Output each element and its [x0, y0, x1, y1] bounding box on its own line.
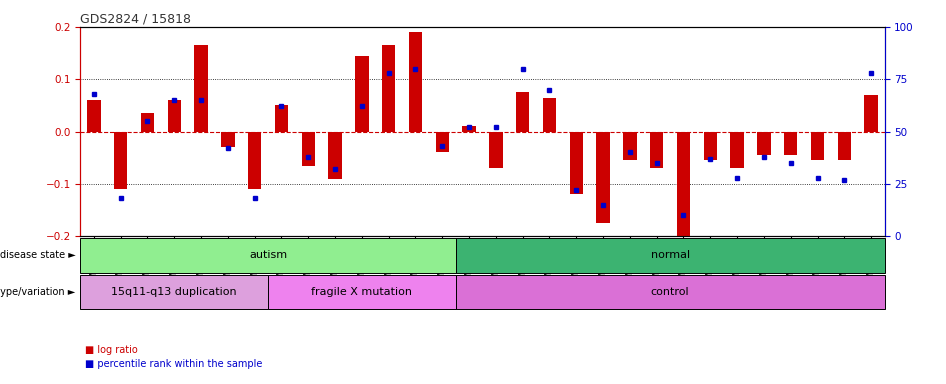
Text: ■ log ratio: ■ log ratio [85, 345, 138, 355]
Bar [569, 131, 583, 194]
Bar [194, 45, 208, 131]
Bar [757, 131, 771, 155]
Bar [784, 131, 797, 155]
Bar [489, 131, 502, 168]
Text: disease state ►: disease state ► [0, 250, 76, 260]
Bar [221, 131, 235, 147]
Text: 15q11-q13 duplication: 15q11-q13 duplication [112, 287, 237, 297]
Bar [114, 131, 128, 189]
Bar [80, 238, 456, 273]
Bar [704, 131, 717, 160]
Bar [355, 56, 369, 131]
Text: autism: autism [249, 250, 287, 260]
Bar [865, 95, 878, 131]
Bar [516, 92, 530, 131]
Text: ■ percentile rank within the sample: ■ percentile rank within the sample [85, 359, 262, 369]
Bar [623, 131, 637, 160]
Bar [730, 131, 744, 168]
Bar [87, 100, 100, 131]
Text: GDS2824 / 15818: GDS2824 / 15818 [80, 13, 191, 26]
Bar [328, 131, 342, 179]
Bar [456, 238, 885, 273]
Bar [435, 131, 449, 152]
Text: genotype/variation ►: genotype/variation ► [0, 287, 76, 297]
Bar [167, 100, 181, 131]
Bar [248, 131, 261, 189]
Bar [274, 105, 289, 131]
Bar [676, 131, 691, 236]
Bar [80, 275, 268, 309]
Bar [543, 98, 556, 131]
Text: normal: normal [651, 250, 690, 260]
Bar [596, 131, 610, 223]
Bar [141, 113, 154, 131]
Bar [650, 131, 663, 168]
Bar [409, 32, 422, 131]
Bar [456, 275, 885, 309]
Bar [268, 275, 456, 309]
Bar [463, 126, 476, 131]
Bar [302, 131, 315, 166]
Text: control: control [651, 287, 690, 297]
Text: fragile X mutation: fragile X mutation [311, 287, 412, 297]
Bar [837, 131, 851, 160]
Bar [811, 131, 824, 160]
Bar [382, 45, 395, 131]
